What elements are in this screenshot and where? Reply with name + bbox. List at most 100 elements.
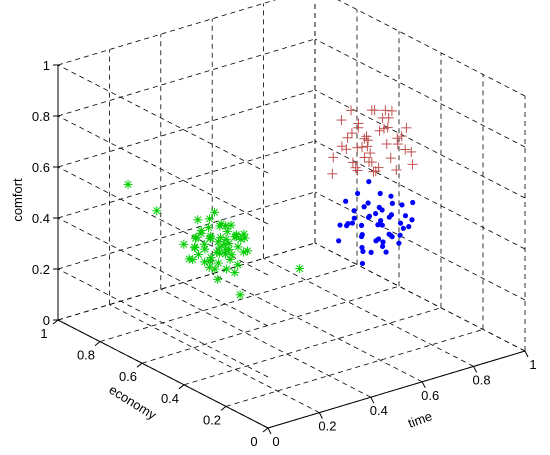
data-point-dot — [388, 193, 394, 199]
labels-layer: 00.20.40.60.8100.20.40.60.8100.20.40.60.… — [32, 58, 537, 449]
data-point-plus — [381, 139, 392, 150]
data-point-plus — [362, 141, 373, 152]
y-tick — [136, 362, 143, 368]
data-point-asterisk — [206, 253, 216, 263]
data-point-asterisk — [220, 249, 230, 259]
data-point-asterisk — [214, 248, 224, 258]
x-tick-label: 0.8 — [473, 372, 491, 387]
data-point-plus — [346, 128, 357, 139]
data-point-dot — [336, 238, 342, 244]
data-point-dot — [337, 222, 343, 228]
y-tick — [52, 319, 59, 325]
data-point-dot — [397, 232, 403, 238]
data-point-plus — [382, 122, 393, 133]
back-wall-grid-z — [57, 0, 277, 66]
x-tick-label: 0.4 — [370, 403, 388, 418]
data-point-asterisk — [123, 179, 133, 189]
x-tick-label: 1 — [529, 357, 536, 372]
data-point-asterisk — [179, 239, 189, 249]
side-wall-grid-z — [314, 89, 526, 199]
floor-grid-x — [109, 304, 320, 413]
data-point-asterisk — [206, 231, 216, 241]
data-point-dot — [383, 249, 389, 255]
left-wall-grid-z — [57, 115, 269, 225]
side-wall-grid-z — [314, 191, 526, 301]
data-point-dot — [376, 236, 382, 242]
data-point-asterisk — [204, 262, 214, 272]
data-point-asterisk — [295, 264, 305, 274]
data-point-plus — [373, 162, 384, 173]
back-wall-grid-z — [57, 242, 316, 321]
data-point-dot — [388, 212, 395, 218]
data-point-plus — [359, 152, 370, 163]
back-wall-grid-z — [57, 38, 316, 117]
data-point-dot — [379, 222, 385, 228]
data-point-dot — [389, 200, 395, 207]
data-point-dot — [379, 243, 386, 249]
data-point-plus — [341, 144, 352, 155]
z-tick-label: 0.8 — [32, 109, 50, 124]
left-wall-grid-z — [57, 64, 269, 174]
data-point-dot — [380, 239, 386, 245]
data-point-plus — [346, 105, 357, 116]
data-point-dot — [402, 213, 409, 219]
data-point-dot — [360, 248, 366, 255]
z-tick-label: 1 — [43, 58, 50, 73]
data-point-plus — [327, 168, 338, 179]
data-point-asterisk — [152, 206, 162, 216]
data-point-asterisk — [209, 207, 219, 217]
data-point-dot — [358, 233, 365, 240]
data-point-plus — [328, 152, 339, 163]
z-tick-label: 0 — [43, 313, 50, 328]
data-point-plus — [392, 133, 403, 144]
y-tick — [262, 427, 269, 433]
data-point-asterisk — [222, 264, 232, 274]
data-point-dot — [351, 215, 357, 221]
left-wall-grid-z — [57, 268, 269, 378]
z-axis-title: comfort — [10, 178, 25, 222]
data-point-dot — [351, 208, 357, 214]
data-point-dot — [366, 178, 372, 185]
grid-layer — [57, 0, 526, 429]
data-point-plus — [365, 148, 376, 159]
data-point-asterisk — [224, 239, 234, 249]
data-point-dot — [372, 210, 379, 217]
data-point-dot — [409, 217, 415, 223]
data-point-asterisk — [225, 255, 235, 264]
data-point-asterisk — [230, 268, 240, 278]
data-point-plus — [400, 144, 411, 155]
back-wall-grid-z — [57, 191, 316, 270]
data-point-asterisk — [200, 244, 210, 254]
data-point-asterisk — [235, 290, 245, 300]
z-tick-label: 0.2 — [32, 262, 50, 277]
y-tick — [220, 406, 227, 411]
data-point-plus — [350, 162, 361, 173]
data-point-asterisk — [213, 274, 223, 284]
side-wall-grid-z — [314, 140, 526, 250]
data-point-plus — [361, 131, 372, 142]
side-wall-grid-z — [337, 0, 526, 97]
side-wall-grid-z — [314, 242, 526, 352]
data-point-dot — [378, 218, 384, 224]
data-point-plus — [396, 131, 407, 142]
data-point-dot — [386, 231, 392, 237]
data-point-plus — [357, 142, 368, 153]
y-tick-label: 0.4 — [161, 391, 179, 406]
data-point-asterisk — [233, 242, 243, 252]
data-point-asterisk — [219, 239, 229, 249]
y-axis-title: economy — [106, 382, 159, 423]
floor-grid-x — [263, 258, 474, 367]
data-point-dot — [396, 240, 402, 246]
x-axis-line — [267, 350, 526, 429]
x-tick — [370, 396, 375, 404]
data-point-plus — [336, 141, 347, 152]
data-point-plus — [407, 159, 418, 170]
points-layer — [123, 105, 418, 300]
data-point-plus — [385, 153, 396, 164]
data-point-asterisk — [190, 243, 200, 253]
data-point-asterisk — [224, 244, 234, 254]
y-tick-label: 0.2 — [203, 412, 221, 427]
data-point-asterisk — [221, 221, 231, 231]
data-point-asterisk — [243, 246, 253, 256]
